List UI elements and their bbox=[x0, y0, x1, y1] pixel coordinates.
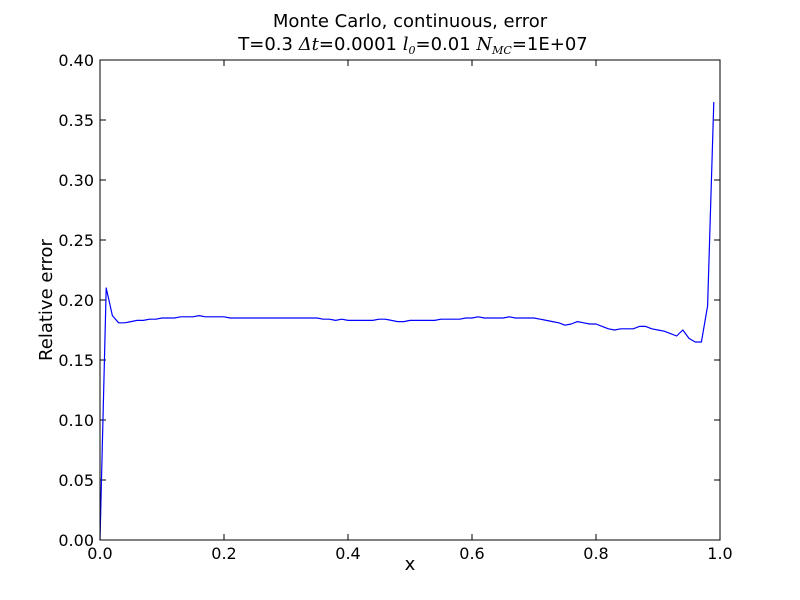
x-tick-label: 0.2 bbox=[211, 544, 236, 563]
x-tick-label: 0.8 bbox=[583, 544, 608, 563]
y-tick-label: 0.25 bbox=[58, 231, 94, 250]
subtitle-t: T=0.3 bbox=[237, 34, 293, 55]
y-tick-label: 0.15 bbox=[58, 351, 94, 370]
subtitle-dt-symbol: Δt bbox=[298, 34, 320, 55]
x-axis-label: x bbox=[405, 554, 416, 575]
series-line bbox=[99, 101, 715, 541]
chart-title: Monte Carlo, continuous, error bbox=[273, 11, 548, 32]
x-tick-label: 0.0 bbox=[87, 544, 112, 563]
plot-frame bbox=[99, 59, 721, 541]
subtitle-n-value: =1E+07 bbox=[512, 34, 588, 55]
x-tick-label: 0.4 bbox=[335, 544, 360, 563]
data-series bbox=[99, 101, 715, 541]
chart-subtitle: T=0.3 Δt=0.0001 l0=0.01 NMC=1E+07 bbox=[237, 34, 588, 57]
subtitle-l-value: =0.01 bbox=[416, 34, 471, 55]
tick-labels: 0.0 0.2 0.4 0.6 0.8 1.0 0.00 0.05 0.10 0.15 0.20 0.… bbox=[58, 51, 732, 563]
y-tick-label: 0.00 bbox=[58, 531, 94, 550]
axis-ticks bbox=[99, 59, 721, 541]
y-axis-label: Relative error bbox=[36, 238, 57, 360]
subtitle-n-symbol: N bbox=[475, 34, 493, 55]
y-tick-label: 0.05 bbox=[58, 471, 94, 490]
subtitle-dt-value: =0.0001 bbox=[319, 34, 397, 55]
subtitle-n-sub: MC bbox=[491, 44, 512, 57]
subtitle-l-symbol: l bbox=[403, 34, 409, 55]
y-tick-label: 0.10 bbox=[58, 411, 94, 430]
y-tick-label: 0.30 bbox=[58, 171, 94, 190]
y-tick-label: 0.40 bbox=[58, 51, 94, 70]
y-tick-label: 0.35 bbox=[58, 111, 94, 130]
x-tick-label: 0.6 bbox=[459, 544, 484, 563]
y-tick-label: 0.20 bbox=[58, 291, 94, 310]
x-tick-label: 1.0 bbox=[707, 544, 732, 563]
subtitle-l-sub: 0 bbox=[409, 44, 416, 57]
